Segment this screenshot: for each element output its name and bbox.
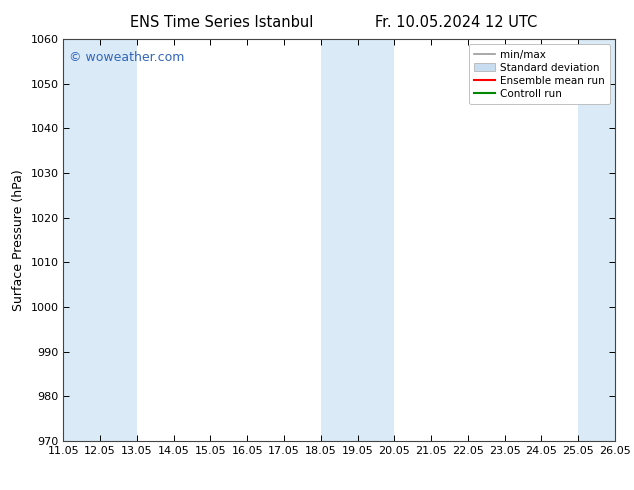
Legend: min/max, Standard deviation, Ensemble mean run, Controll run: min/max, Standard deviation, Ensemble me… (469, 45, 610, 104)
Bar (321, 39, 394, 441)
Text: ENS Time Series Istanbul: ENS Time Series Istanbul (130, 15, 314, 30)
Text: © woweather.com: © woweather.com (69, 51, 184, 64)
Bar (63, 39, 137, 441)
Y-axis label: Surface Pressure (hPa): Surface Pressure (hPa) (12, 169, 25, 311)
Text: Fr. 10.05.2024 12 UTC: Fr. 10.05.2024 12 UTC (375, 15, 538, 30)
Bar (578, 39, 615, 441)
